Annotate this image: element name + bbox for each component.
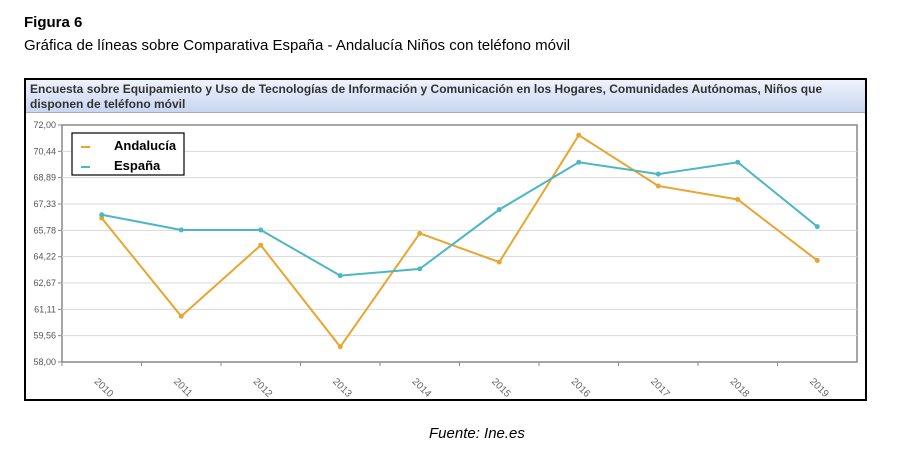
figure-title: Gráfica de líneas sobre Comparativa Espa… bbox=[24, 37, 571, 54]
data-point bbox=[178, 313, 184, 319]
x-tick-label: 2015 bbox=[489, 376, 513, 399]
data-point bbox=[735, 159, 741, 165]
y-tick-label: 62,67 bbox=[33, 278, 56, 288]
line-chart: 72,00 70,44 68,89 67,33 65,78 64,22 62,67 61,11… bbox=[33, 120, 858, 399]
x-tick-label: 2019 bbox=[807, 376, 831, 399]
data-point bbox=[417, 266, 423, 272]
x-tick-label: 2011 bbox=[171, 376, 194, 399]
y-tick-label: 65,78 bbox=[33, 225, 56, 235]
y-tick-label: 61,11 bbox=[34, 304, 56, 314]
data-point bbox=[496, 207, 502, 213]
data-point bbox=[99, 212, 105, 218]
source-note: Fuente: Ine.es bbox=[429, 425, 525, 442]
x-tick-label: 2010 bbox=[92, 376, 116, 399]
y-tick-label: 64,22 bbox=[33, 252, 56, 262]
series-line-andalucía bbox=[100, 133, 818, 349]
data-point bbox=[258, 227, 264, 233]
x-tick-label: 2017 bbox=[648, 376, 672, 399]
data-point bbox=[496, 259, 502, 265]
chart-title: Encuesta sobre Equipamiento y Uso de Tec… bbox=[26, 80, 865, 113]
data-point bbox=[337, 344, 343, 350]
y-tick-label: 70,44 bbox=[33, 146, 56, 156]
data-point bbox=[576, 132, 582, 138]
y-tick-label: 68,89 bbox=[33, 173, 56, 183]
x-tick-label: 2014 bbox=[410, 376, 434, 399]
data-point bbox=[337, 273, 343, 279]
x-tick-label: 2012 bbox=[251, 376, 275, 399]
data-point bbox=[735, 196, 741, 202]
series-line-españa bbox=[101, 161, 818, 277]
figure-label: Figura 6 bbox=[24, 14, 83, 31]
data-point bbox=[258, 242, 264, 248]
x-tick-label: 2018 bbox=[728, 376, 752, 399]
data-point bbox=[417, 230, 423, 236]
legend-box bbox=[71, 132, 185, 176]
y-tick-label: 67,33 bbox=[33, 199, 56, 209]
legend: Andalucía España bbox=[71, 132, 185, 176]
y-tick-label: 72,00 bbox=[33, 120, 56, 130]
x-tick-label: 2013 bbox=[330, 376, 354, 399]
x-tick-label: 2016 bbox=[569, 376, 593, 399]
data-point bbox=[576, 159, 582, 165]
y-tick-label: 59,56 bbox=[33, 331, 56, 341]
data-point bbox=[814, 257, 820, 263]
y-tick-label: 58,00 bbox=[33, 357, 56, 367]
legend-label: Andalucía bbox=[114, 138, 177, 153]
legend-label: España bbox=[114, 158, 161, 173]
chart-frame: Encuesta sobre Equipamiento y Uso de Tec… bbox=[24, 78, 867, 401]
data-point bbox=[655, 171, 661, 177]
data-point bbox=[655, 183, 661, 189]
data-point bbox=[178, 227, 184, 233]
data-point bbox=[814, 224, 820, 230]
